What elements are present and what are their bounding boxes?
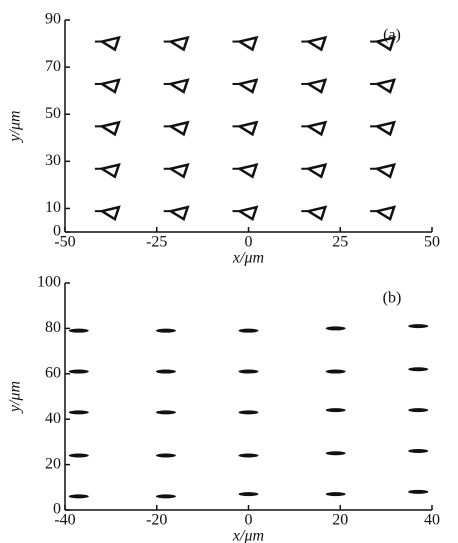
- marker: [102, 80, 119, 92]
- marker: [69, 329, 89, 333]
- y-tick-label: 100: [37, 274, 61, 291]
- marker: [69, 370, 89, 374]
- marker: [240, 38, 257, 50]
- marker: [239, 410, 259, 414]
- x-tick-label: 25: [332, 234, 348, 251]
- marker: [326, 408, 346, 412]
- marker: [326, 492, 346, 496]
- marker: [308, 207, 325, 219]
- x-tick-label: 0: [245, 512, 253, 529]
- x-tick-label: 40: [424, 512, 440, 529]
- y-tick-label: 20: [45, 455, 61, 472]
- marker: [156, 494, 176, 498]
- marker: [240, 207, 257, 219]
- marker: [377, 122, 394, 134]
- marker: [156, 410, 176, 414]
- marker: [171, 80, 188, 92]
- marker: [326, 451, 346, 455]
- marker: [240, 80, 257, 92]
- marker: [377, 165, 394, 177]
- marker: [308, 122, 325, 134]
- y-axis-label: y/μm: [7, 110, 24, 143]
- y-tick-label: 90: [45, 11, 61, 28]
- marker: [326, 370, 346, 374]
- marker: [408, 449, 428, 453]
- marker: [377, 80, 394, 92]
- marker: [239, 492, 259, 496]
- marker: [156, 329, 176, 333]
- marker: [408, 367, 428, 371]
- x-tick-label: 50: [424, 234, 440, 251]
- marker: [69, 410, 89, 414]
- y-tick-label: 50: [45, 105, 61, 122]
- marker: [408, 324, 428, 328]
- y-tick-label: 30: [45, 152, 61, 169]
- marker: [171, 165, 188, 177]
- marker: [171, 207, 188, 219]
- marker: [377, 207, 394, 219]
- y-tick-label: 0: [53, 223, 61, 240]
- marker: [308, 165, 325, 177]
- marker: [240, 165, 257, 177]
- x-tick-label: 20: [332, 512, 348, 529]
- figure: -50-250255001030507090x/μmy/μm(a)-40-200…: [0, 0, 458, 543]
- marker: [171, 38, 188, 50]
- marker: [69, 454, 89, 458]
- x-tick-label: -20: [146, 512, 167, 529]
- marker: [239, 454, 259, 458]
- marker: [102, 38, 119, 50]
- x-axis-label: x/μm: [232, 528, 264, 543]
- marker: [69, 494, 89, 498]
- marker: [239, 329, 259, 333]
- y-axis-label: y/μm: [7, 381, 24, 414]
- marker: [156, 370, 176, 374]
- y-tick-label: 60: [45, 364, 61, 381]
- y-tick-label: 0: [53, 501, 61, 518]
- marker: [156, 454, 176, 458]
- x-axis-label: x/μm: [232, 250, 264, 267]
- marker: [308, 80, 325, 92]
- x-tick-label: -25: [146, 234, 167, 251]
- marker: [408, 490, 428, 494]
- panel-annotation: (b): [383, 290, 402, 307]
- marker: [171, 122, 188, 134]
- marker: [326, 326, 346, 330]
- marker: [102, 165, 119, 177]
- marker: [240, 122, 257, 134]
- y-tick-label: 40: [45, 410, 61, 427]
- x-tick-label: 0: [245, 234, 253, 251]
- y-tick-label: 70: [45, 58, 61, 75]
- marker: [308, 38, 325, 50]
- marker: [102, 207, 119, 219]
- marker: [102, 122, 119, 134]
- y-tick-label: 80: [45, 319, 61, 336]
- marker: [239, 370, 259, 374]
- y-tick-label: 10: [45, 199, 61, 216]
- marker: [408, 408, 428, 412]
